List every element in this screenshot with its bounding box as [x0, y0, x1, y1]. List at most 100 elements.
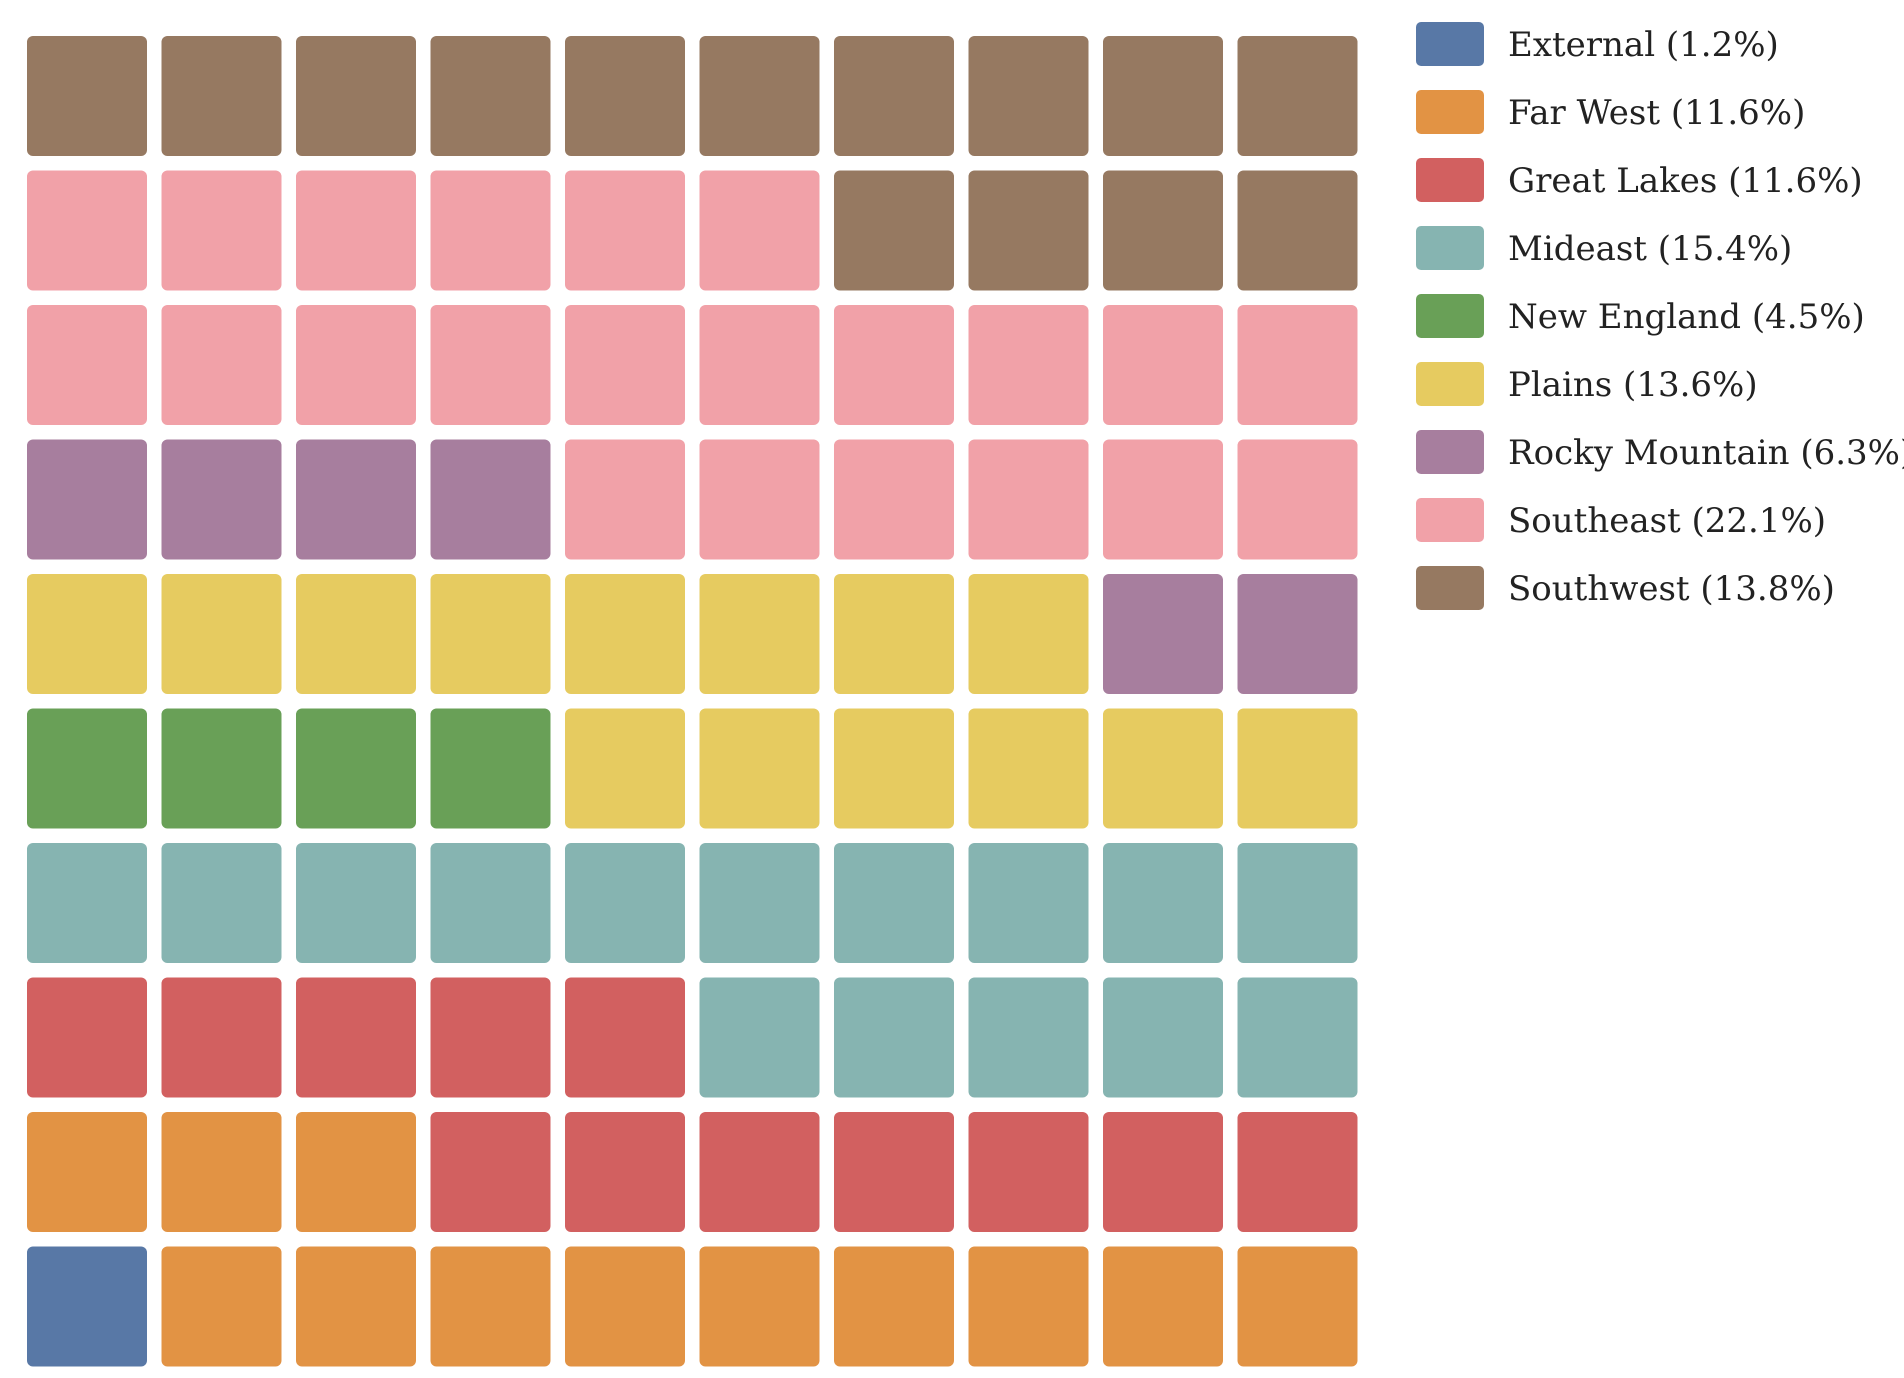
legend-swatch: [1416, 430, 1484, 474]
waffle-cell-great-lakes: [699, 1112, 820, 1232]
waffle-cell-mideast: [968, 977, 1089, 1098]
waffle-cell-external: [27, 1246, 147, 1367]
waffle-cell-southeast: [1237, 439, 1358, 560]
waffle-cell-mideast: [1237, 977, 1358, 1098]
waffle-cell-mideast: [430, 843, 551, 963]
waffle-cell-great-lakes: [565, 977, 685, 1098]
waffle-cell-new-england: [430, 708, 551, 829]
waffle-cell-rocky-mountain: [430, 439, 551, 560]
waffle-cell-southeast: [834, 305, 954, 425]
waffle-cell-great-lakes: [565, 1112, 685, 1232]
waffle-cell-southwest: [296, 36, 416, 156]
waffle-cell-southeast: [699, 439, 820, 560]
waffle-cell-plains: [1103, 708, 1223, 829]
waffle-cell-great-lakes: [296, 977, 416, 1098]
waffle-cell-southwest: [565, 36, 685, 156]
waffle-cell-southwest: [699, 36, 820, 156]
waffle-cell-southeast: [296, 305, 416, 425]
waffle-cell-southwest: [27, 36, 147, 156]
legend-item: New England (4.5%): [1416, 294, 1865, 338]
waffle-cell-southeast: [1103, 439, 1223, 560]
waffle-cell-mideast: [1103, 843, 1223, 963]
waffle-cell-southeast: [699, 170, 820, 291]
waffle-cell-plains: [699, 574, 820, 694]
waffle-cell-southeast: [1237, 305, 1358, 425]
waffle-cell-mideast: [1103, 977, 1223, 1098]
waffle-cell-southeast: [27, 305, 147, 425]
waffle-cell-southeast: [968, 439, 1089, 560]
waffle-cell-southeast: [430, 305, 551, 425]
waffle-cell-mideast: [161, 843, 282, 963]
waffle-cell-southeast: [834, 439, 954, 560]
waffle-cell-plains: [565, 574, 685, 694]
waffle-cell-plains: [834, 708, 954, 829]
waffle-cell-new-england: [296, 708, 416, 829]
waffle-cell-far-west: [968, 1246, 1089, 1367]
waffle-grid: [27, 36, 1358, 1367]
waffle-cell-far-west: [1237, 1246, 1358, 1367]
waffle-cell-great-lakes: [1103, 1112, 1223, 1232]
legend-label: Plains (13.6%): [1508, 365, 1758, 405]
waffle-cell-rocky-mountain: [1237, 574, 1358, 694]
legend-label: Rocky Mountain (6.3%): [1508, 433, 1904, 473]
waffle-cell-great-lakes: [430, 977, 551, 1098]
waffle-cell-southeast: [1103, 305, 1223, 425]
waffle-cell-southwest: [161, 36, 282, 156]
waffle-cell-mideast: [968, 843, 1089, 963]
waffle-cell-far-west: [699, 1246, 820, 1367]
waffle-cell-southeast: [565, 305, 685, 425]
waffle-cell-mideast: [834, 843, 954, 963]
waffle-cell-far-west: [161, 1112, 282, 1232]
legend-label: Far West (11.6%): [1508, 93, 1805, 133]
legend-item: Southwest (13.8%): [1416, 566, 1835, 610]
legend-swatch: [1416, 566, 1484, 610]
waffle-cell-southeast: [968, 305, 1089, 425]
legend-label: Mideast (15.4%): [1508, 229, 1792, 269]
waffle-cell-far-west: [1103, 1246, 1223, 1367]
waffle-cell-southeast: [565, 170, 685, 291]
waffle-cell-southwest: [968, 36, 1089, 156]
legend-item: Far West (11.6%): [1416, 90, 1805, 134]
waffle-cell-plains: [430, 574, 551, 694]
waffle-cell-southwest: [834, 170, 954, 291]
legend: External (1.2%) Far West (11.6%) Great Lak…: [1416, 22, 1904, 610]
waffle-cell-plains: [27, 574, 147, 694]
waffle-cell-plains: [699, 708, 820, 829]
waffle-cell-southwest: [1237, 36, 1358, 156]
waffle-cell-far-west: [296, 1246, 416, 1367]
waffle-cell-great-lakes: [968, 1112, 1089, 1232]
waffle-cell-plains: [565, 708, 685, 829]
legend-item: External (1.2%): [1416, 22, 1779, 66]
waffle-cell-southeast: [27, 170, 147, 291]
legend-item: Great Lakes (11.6%): [1416, 158, 1863, 202]
legend-item: Plains (13.6%): [1416, 362, 1758, 406]
waffle-cell-southwest: [968, 170, 1089, 291]
waffle-cell-plains: [161, 574, 282, 694]
waffle-cell-rocky-mountain: [161, 439, 282, 560]
legend-swatch: [1416, 294, 1484, 338]
waffle-cell-far-west: [565, 1246, 685, 1367]
legend-swatch: [1416, 498, 1484, 542]
waffle-cell-rocky-mountain: [1103, 574, 1223, 694]
waffle-cell-southwest: [834, 36, 954, 156]
legend-label: Southeast (22.1%): [1508, 501, 1826, 541]
waffle-cell-great-lakes: [27, 977, 147, 1098]
waffle-cell-great-lakes: [834, 1112, 954, 1232]
legend-swatch: [1416, 226, 1484, 270]
legend-swatch: [1416, 22, 1484, 66]
waffle-cell-southeast: [699, 305, 820, 425]
waffle-cell-southeast: [296, 170, 416, 291]
waffle-cell-mideast: [699, 843, 820, 963]
waffle-cell-mideast: [1237, 843, 1358, 963]
waffle-cell-plains: [1237, 708, 1358, 829]
legend-swatch: [1416, 90, 1484, 134]
waffle-cell-mideast: [834, 977, 954, 1098]
waffle-cell-far-west: [27, 1112, 147, 1232]
legend-label: Southwest (13.8%): [1508, 569, 1835, 609]
legend-item: Rocky Mountain (6.3%): [1416, 430, 1904, 474]
waffle-cell-southwest: [1237, 170, 1358, 291]
legend-swatch: [1416, 362, 1484, 406]
legend-item: Mideast (15.4%): [1416, 226, 1792, 270]
waffle-cell-far-west: [834, 1246, 954, 1367]
waffle-cell-southeast: [161, 305, 282, 425]
